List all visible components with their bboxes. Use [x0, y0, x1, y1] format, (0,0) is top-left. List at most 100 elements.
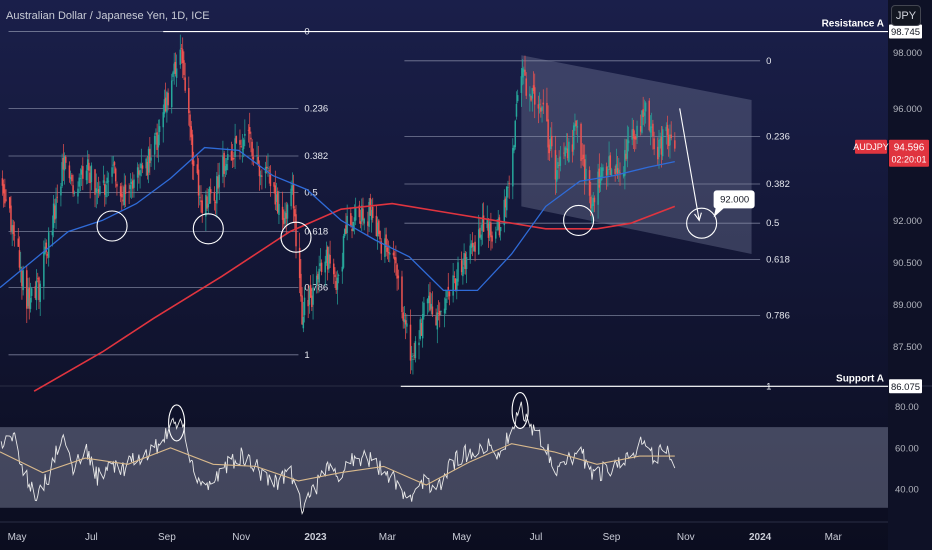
candle-body[interactable]	[609, 155, 612, 176]
candle-body[interactable]	[21, 270, 23, 287]
candle-body[interactable]	[508, 182, 510, 184]
candle-body[interactable]	[39, 283, 41, 302]
candle-body[interactable]	[624, 150, 626, 176]
candle-body[interactable]	[216, 176, 218, 204]
candle-body[interactable]	[181, 49, 184, 64]
candle-body[interactable]	[123, 186, 125, 206]
candle-body[interactable]	[276, 191, 279, 213]
candle-body[interactable]	[551, 135, 553, 147]
candle-body[interactable]	[35, 280, 38, 301]
candle-body[interactable]	[420, 322, 423, 336]
candle-body[interactable]	[350, 213, 352, 226]
candle-body[interactable]	[179, 49, 182, 65]
candle-body[interactable]	[88, 162, 90, 171]
candle-body[interactable]	[358, 205, 361, 218]
candle-body[interactable]	[454, 278, 457, 291]
annotations[interactable]: 92.000	[96, 108, 755, 253]
candle-body[interactable]	[317, 273, 319, 280]
candle-body[interactable]	[423, 302, 425, 317]
candle-body[interactable]	[402, 312, 404, 321]
candle-body[interactable]	[514, 120, 517, 148]
candle-body[interactable]	[149, 148, 151, 164]
candle-body[interactable]	[591, 204, 593, 212]
candle-body[interactable]	[175, 68, 178, 78]
candle-body[interactable]	[580, 123, 582, 161]
candle-body[interactable]	[97, 189, 100, 194]
candle-body[interactable]	[568, 141, 570, 162]
candle-body[interactable]	[524, 69, 526, 76]
candle-body[interactable]	[138, 170, 140, 175]
candle-body[interactable]	[252, 156, 255, 160]
candle-body[interactable]	[557, 162, 559, 169]
candle-body[interactable]	[610, 169, 613, 176]
candle-body[interactable]	[674, 140, 676, 149]
candle-body[interactable]	[648, 100, 651, 131]
candle-body[interactable]	[301, 295, 303, 325]
candle-body[interactable]	[312, 287, 314, 305]
candle-body[interactable]	[523, 69, 525, 72]
candle-body[interactable]	[259, 175, 262, 177]
candle-body[interactable]	[4, 189, 6, 204]
ma-slow-line[interactable]	[33, 202, 676, 392]
candle-body[interactable]	[268, 170, 270, 172]
candle-body[interactable]	[128, 191, 130, 193]
horizontal-levels[interactable]: Resistance A 98.745 Support A 86.075	[163, 19, 922, 394]
candle-body[interactable]	[234, 138, 236, 158]
candle-body[interactable]	[453, 275, 456, 277]
candle-body[interactable]	[52, 203, 55, 228]
candle-body[interactable]	[659, 139, 661, 141]
candle-body[interactable]	[121, 193, 123, 198]
candle-body[interactable]	[155, 132, 157, 135]
candle-body[interactable]	[250, 137, 252, 140]
candle-body[interactable]	[240, 145, 242, 147]
candle-body[interactable]	[78, 177, 80, 187]
candle-body[interactable]	[486, 218, 488, 229]
candle-body[interactable]	[480, 234, 482, 240]
candle-body[interactable]	[614, 168, 616, 174]
candle-body[interactable]	[140, 163, 143, 169]
candle-body[interactable]	[396, 264, 398, 279]
candle-body[interactable]	[207, 203, 210, 208]
candle-body[interactable]	[503, 199, 506, 226]
candle-body[interactable]	[139, 170, 141, 176]
candle-body[interactable]	[227, 154, 229, 161]
candle-body[interactable]	[247, 129, 250, 131]
candle-body[interactable]	[146, 161, 149, 176]
candle-body[interactable]	[504, 198, 507, 208]
candle-body[interactable]	[113, 162, 116, 166]
candle-body[interactable]	[386, 247, 389, 252]
candle-body[interactable]	[460, 260, 463, 273]
candle-body[interactable]	[440, 310, 442, 312]
candle-body[interactable]	[335, 281, 337, 290]
candle-body[interactable]	[554, 150, 557, 180]
candle-body[interactable]	[521, 68, 524, 78]
candle-body[interactable]	[597, 171, 599, 205]
candle-body[interactable]	[157, 134, 160, 148]
candle-body[interactable]	[495, 231, 497, 239]
candle-body[interactable]	[555, 170, 558, 182]
candle-body[interactable]	[520, 76, 523, 93]
candle-body[interactable]	[443, 308, 446, 314]
candle-body[interactable]	[622, 173, 625, 177]
candle-body[interactable]	[307, 299, 309, 307]
candle-body[interactable]	[666, 124, 669, 136]
candle-body[interactable]	[38, 277, 40, 300]
candle-body[interactable]	[512, 148, 514, 187]
candle-body[interactable]	[370, 209, 373, 220]
currency-button[interactable]: JPY	[891, 5, 921, 26]
target-callout-bg[interactable]	[713, 190, 755, 218]
candle-body[interactable]	[150, 157, 152, 161]
candle-body[interactable]	[471, 242, 474, 247]
candle-body[interactable]	[436, 312, 439, 330]
candle-body[interactable]	[209, 189, 212, 194]
candle-body[interactable]	[592, 198, 594, 206]
candle-body[interactable]	[192, 160, 195, 166]
candle-body[interactable]	[482, 215, 485, 232]
candle-body[interactable]	[352, 221, 355, 231]
candle-body[interactable]	[266, 166, 268, 169]
candle-body[interactable]	[213, 192, 216, 201]
candle-body[interactable]	[55, 198, 57, 219]
candle-body[interactable]	[571, 144, 574, 152]
candle-body[interactable]	[658, 139, 660, 158]
candle-body[interactable]	[618, 169, 620, 173]
